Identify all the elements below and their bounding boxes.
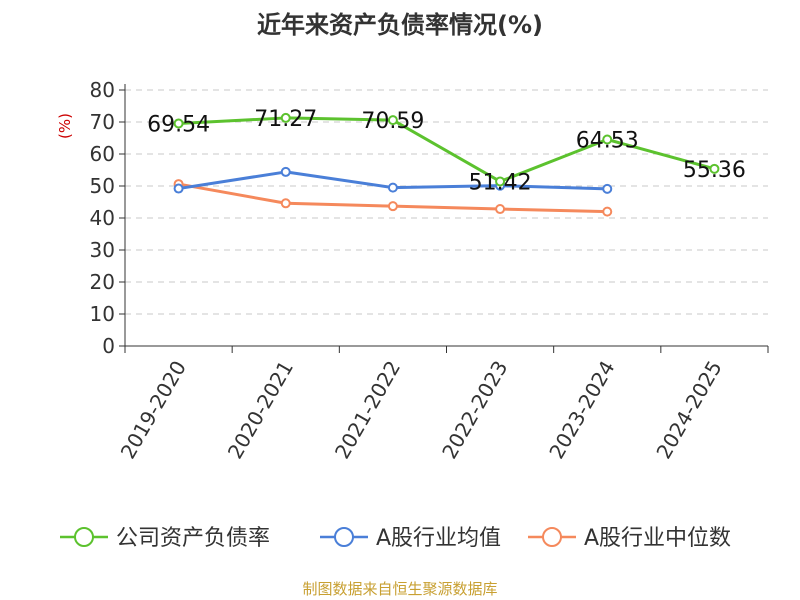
- legend-item: 公司资产负债率: [60, 526, 270, 551]
- data-point: [495, 204, 506, 215]
- y-axis-label: (%): [56, 113, 74, 139]
- legend-marker: [542, 527, 562, 547]
- data-point: [173, 118, 184, 129]
- data-labels: 69.54 71.27 70.59 51.42 64.53 55.36: [147, 107, 746, 196]
- y-tick-label: 30: [90, 238, 115, 262]
- legend-marker: [74, 527, 94, 547]
- y-tick-label: 50: [90, 174, 115, 198]
- data-label: 69.54: [147, 112, 210, 137]
- data-label: 55.36: [683, 158, 746, 183]
- series-0: [173, 112, 720, 187]
- legend-label: A股行业均值: [376, 526, 501, 551]
- data-label: 71.27: [254, 107, 317, 132]
- legend-label: A股行业中位数: [584, 526, 731, 551]
- legend-item: A股行业中位数: [528, 526, 731, 551]
- y-tick-label: 10: [90, 302, 115, 326]
- grid-lines: [125, 89, 768, 315]
- data-point: [280, 198, 291, 209]
- data-point: [387, 201, 398, 212]
- y-tick-label: 40: [90, 206, 115, 230]
- chart-title: 近年来资产负债率情况(%): [257, 11, 543, 39]
- data-point: [495, 176, 506, 187]
- x-tick-label: 2020-2021: [223, 357, 298, 463]
- y-tick-label: 60: [90, 142, 115, 166]
- y-tick-label: 0: [102, 334, 115, 358]
- legend: 公司资产负债率 A股行业均值 A股行业中位数: [60, 526, 731, 551]
- x-tick-label: 2019-2020: [116, 357, 191, 463]
- data-point: [280, 112, 291, 123]
- data-label: 70.59: [361, 109, 424, 134]
- y-tick-label: 20: [90, 270, 115, 294]
- data-point: [387, 115, 398, 126]
- series-line: [178, 116, 715, 183]
- series-group: [173, 112, 720, 217]
- data-label: 64.53: [576, 129, 639, 154]
- source-note: 制图数据来自恒生聚源数据库: [302, 580, 497, 598]
- data-point: [173, 183, 184, 194]
- y-tick-labels: 0 10 20 30 40 50 60 70 80: [90, 78, 115, 358]
- data-point: [602, 183, 613, 194]
- x-tick-labels: 2019-2020 2020-2021 2021-2022 2022-2023 2023…: [116, 357, 727, 463]
- data-label: 51.42: [469, 170, 532, 195]
- x-tick-label: 2022-2023: [437, 357, 512, 463]
- x-tick-label: 2021-2022: [330, 357, 405, 463]
- data-point: [602, 134, 613, 145]
- axes: [119, 84, 769, 353]
- data-point: [387, 182, 398, 193]
- legend-label: 公司资产负债率: [116, 526, 270, 551]
- data-point: [602, 206, 613, 217]
- data-point: [280, 166, 291, 177]
- legend-marker: [334, 527, 354, 547]
- x-tick-label: 2023-2024: [544, 357, 619, 463]
- y-tick-label: 80: [90, 78, 115, 102]
- y-tick-label: 70: [90, 110, 115, 134]
- x-tick-label: 2024-2025: [651, 357, 726, 463]
- series-1: [173, 166, 613, 194]
- legend-item: A股行业均值: [320, 526, 501, 551]
- data-point: [709, 163, 720, 174]
